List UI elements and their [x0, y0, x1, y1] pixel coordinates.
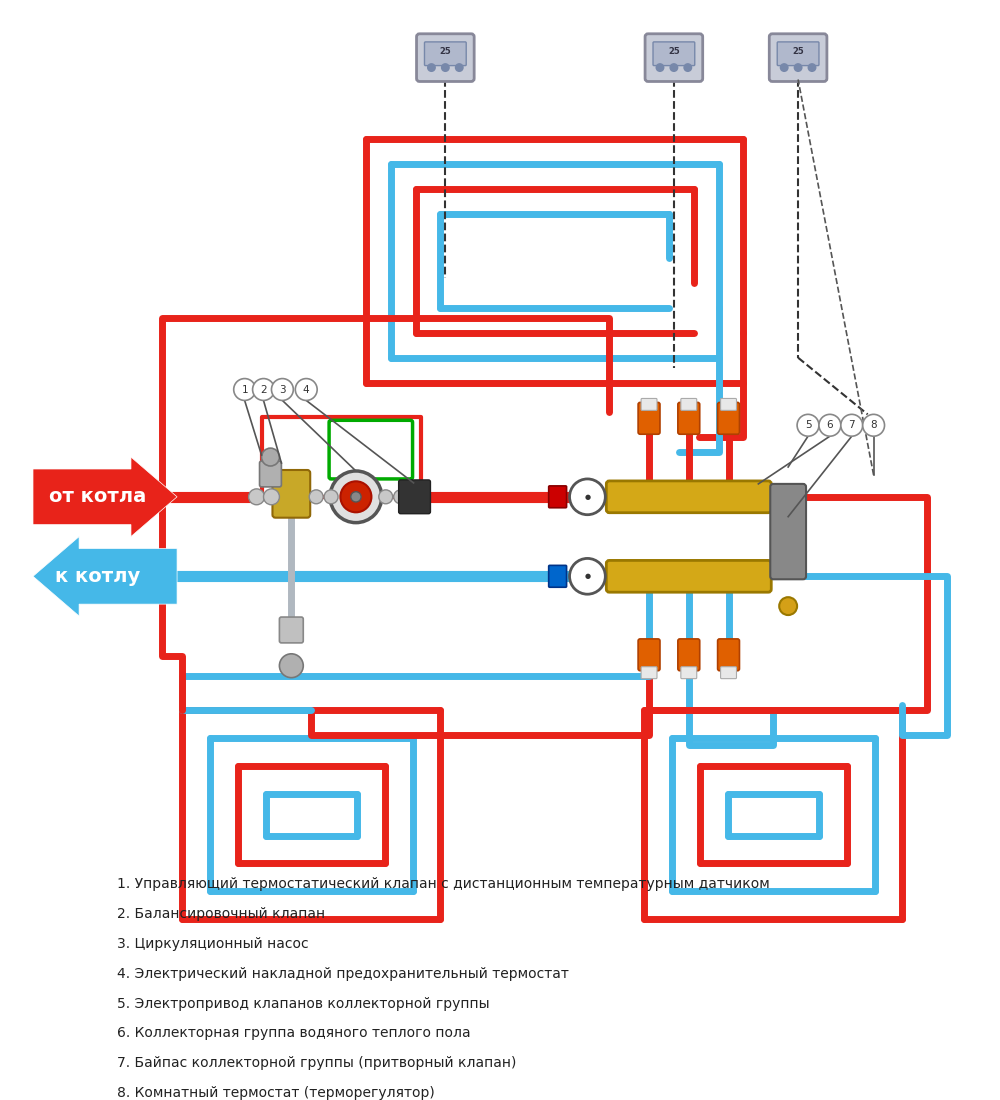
- Polygon shape: [33, 537, 177, 616]
- Circle shape: [324, 490, 338, 504]
- Circle shape: [427, 63, 436, 72]
- FancyBboxPatch shape: [777, 42, 819, 66]
- FancyBboxPatch shape: [718, 639, 739, 671]
- Circle shape: [669, 63, 678, 72]
- Circle shape: [794, 63, 803, 72]
- Text: 4. Электрический накладной предохранительный термостат: 4. Электрический накладной предохранител…: [117, 967, 569, 981]
- FancyBboxPatch shape: [417, 34, 474, 81]
- Text: 5: 5: [805, 420, 811, 430]
- FancyBboxPatch shape: [424, 42, 466, 66]
- Circle shape: [379, 490, 393, 504]
- Circle shape: [309, 490, 323, 504]
- Text: 2: 2: [260, 385, 267, 395]
- Text: 5. Электропривод клапанов коллекторной группы: 5. Электропривод клапанов коллекторной г…: [117, 997, 490, 1011]
- Circle shape: [819, 415, 841, 437]
- Text: 7: 7: [848, 420, 855, 430]
- Circle shape: [271, 378, 293, 400]
- Circle shape: [779, 597, 797, 615]
- Text: 8. Комнатный термостат (терморегулятор): 8. Комнатный термостат (терморегулятор): [117, 1086, 435, 1100]
- Text: 6: 6: [827, 420, 833, 430]
- Circle shape: [441, 63, 450, 72]
- FancyBboxPatch shape: [678, 403, 700, 434]
- Text: 8: 8: [870, 420, 877, 430]
- Circle shape: [570, 478, 605, 515]
- FancyBboxPatch shape: [681, 398, 697, 410]
- FancyBboxPatch shape: [721, 667, 736, 679]
- Text: ●: ●: [584, 494, 591, 499]
- FancyBboxPatch shape: [279, 617, 303, 642]
- Text: 4: 4: [303, 385, 310, 395]
- FancyBboxPatch shape: [549, 565, 567, 587]
- Text: ●: ●: [584, 573, 591, 580]
- Text: 1: 1: [241, 385, 248, 395]
- Circle shape: [455, 63, 464, 72]
- FancyBboxPatch shape: [770, 484, 806, 580]
- FancyBboxPatch shape: [769, 34, 827, 81]
- Circle shape: [863, 415, 885, 437]
- Circle shape: [656, 63, 664, 72]
- FancyBboxPatch shape: [641, 398, 657, 410]
- Text: 3: 3: [279, 385, 286, 395]
- Circle shape: [570, 559, 605, 594]
- Circle shape: [330, 471, 382, 522]
- Circle shape: [780, 63, 789, 72]
- FancyBboxPatch shape: [718, 403, 739, 434]
- FancyBboxPatch shape: [606, 560, 771, 592]
- FancyBboxPatch shape: [721, 398, 736, 410]
- Text: 25: 25: [792, 47, 804, 56]
- Text: 2. Балансировочный клапан: 2. Балансировочный клапан: [117, 908, 326, 921]
- FancyBboxPatch shape: [678, 639, 700, 671]
- Text: 25: 25: [668, 47, 680, 56]
- FancyBboxPatch shape: [260, 461, 281, 487]
- Text: к котлу: к котлу: [55, 566, 140, 586]
- FancyBboxPatch shape: [606, 481, 771, 513]
- FancyBboxPatch shape: [399, 480, 430, 514]
- FancyBboxPatch shape: [641, 667, 657, 679]
- Circle shape: [340, 482, 371, 513]
- FancyBboxPatch shape: [645, 34, 703, 81]
- Circle shape: [394, 490, 408, 504]
- FancyBboxPatch shape: [638, 639, 660, 671]
- Circle shape: [264, 488, 279, 505]
- Circle shape: [249, 488, 265, 505]
- Circle shape: [351, 492, 361, 502]
- Circle shape: [841, 415, 863, 437]
- Polygon shape: [33, 458, 177, 537]
- Text: 7. Байпас коллекторной группы (притворный клапан): 7. Байпас коллекторной группы (притворны…: [117, 1056, 517, 1070]
- FancyBboxPatch shape: [272, 470, 310, 518]
- Circle shape: [797, 415, 819, 437]
- Circle shape: [683, 63, 692, 72]
- Text: 3. Циркуляционный насос: 3. Циркуляционный насос: [117, 937, 309, 952]
- Text: 25: 25: [439, 47, 451, 56]
- FancyBboxPatch shape: [638, 403, 660, 434]
- Circle shape: [808, 63, 816, 72]
- Text: от котла: от котла: [49, 487, 146, 506]
- Circle shape: [295, 378, 317, 400]
- Circle shape: [279, 653, 303, 678]
- Circle shape: [262, 448, 279, 466]
- Circle shape: [234, 378, 256, 400]
- FancyBboxPatch shape: [681, 667, 697, 679]
- FancyBboxPatch shape: [653, 42, 695, 66]
- FancyBboxPatch shape: [549, 486, 567, 508]
- Text: 6. Коллекторная группа водяного теплого пола: 6. Коллекторная группа водяного теплого …: [117, 1026, 471, 1041]
- Text: 1. Управляющий термостатический клапан с дистанционным температурным датчиком: 1. Управляющий термостатический клапан с…: [117, 878, 770, 891]
- Circle shape: [253, 378, 274, 400]
